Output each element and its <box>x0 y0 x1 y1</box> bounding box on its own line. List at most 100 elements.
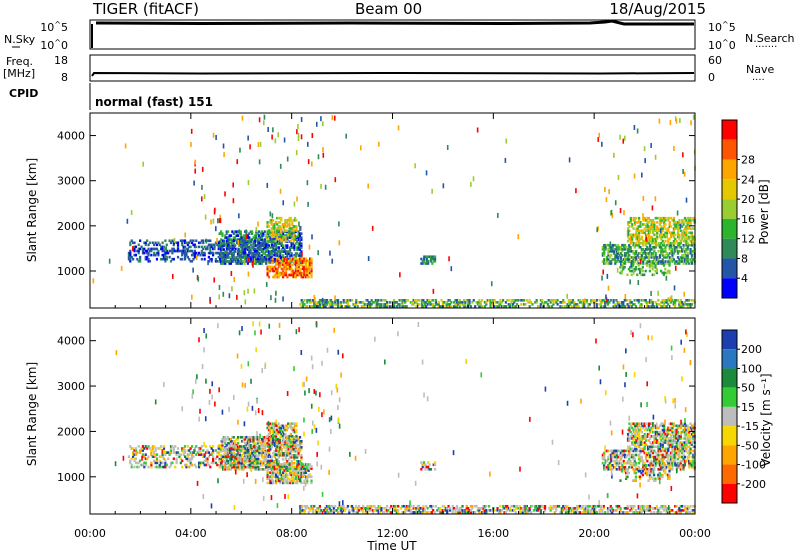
echo-cell <box>618 459 621 463</box>
echo-cell <box>289 469 292 472</box>
echo-cell <box>646 428 649 432</box>
echo-cell <box>223 259 226 263</box>
echo-cell <box>689 216 692 220</box>
echo-cell <box>690 227 694 230</box>
echo-cell <box>682 221 685 224</box>
echo-cell <box>322 121 324 127</box>
echo-cell <box>643 447 646 451</box>
echo-cell <box>293 424 297 428</box>
echo-cell <box>185 463 188 467</box>
echo-cell <box>260 236 264 239</box>
freq-right-tick-bottom: 0 <box>708 71 715 84</box>
echo-cell <box>297 234 300 237</box>
echo-cell <box>300 250 303 253</box>
echo-cell <box>258 159 261 165</box>
echo-cell <box>255 226 258 232</box>
echo-cell <box>633 443 637 446</box>
echo-cell <box>236 435 240 439</box>
echo-cell <box>296 273 299 277</box>
echo-cell <box>161 257 164 261</box>
echo-cell <box>266 265 269 269</box>
echo-cell <box>259 461 262 465</box>
echo-cell <box>657 241 660 245</box>
echo-cell <box>644 463 648 467</box>
echo-cell <box>664 447 667 451</box>
echo-cell <box>321 305 324 308</box>
echo-cell <box>647 247 650 251</box>
echo-cell <box>254 253 257 257</box>
echo-cell <box>262 247 265 251</box>
echo-cell <box>672 229 675 233</box>
echo-cell <box>225 250 228 253</box>
echo-cell <box>298 445 302 449</box>
echo-cell <box>241 251 244 255</box>
echo-cell <box>238 229 241 235</box>
echo-cell <box>638 445 641 449</box>
echo-cell <box>689 449 692 453</box>
echo-cell <box>489 299 492 302</box>
echo-cell <box>625 258 628 261</box>
echo-cell <box>631 239 634 243</box>
echo-cell <box>681 235 684 239</box>
echo-cell <box>376 303 379 306</box>
echo-cell <box>570 301 573 304</box>
echo-cell <box>488 299 491 302</box>
echo-cell <box>434 303 438 306</box>
echo-cell <box>157 249 160 253</box>
echo-cell <box>272 275 275 279</box>
echo-cell <box>343 305 347 308</box>
echo-cell <box>278 430 282 434</box>
echo-cell <box>569 299 572 302</box>
echo-cell <box>489 303 492 306</box>
echo-cell <box>252 459 255 463</box>
echo-cell <box>331 258 334 264</box>
echo-cell <box>649 463 652 467</box>
echo-cell <box>636 221 639 224</box>
echo-cell <box>316 303 319 306</box>
echo-cell <box>248 459 251 463</box>
echo-cell <box>642 262 645 265</box>
echo-cell <box>224 441 227 445</box>
echo-cell <box>632 449 635 453</box>
echo-cell <box>648 264 651 267</box>
echo-cell <box>234 250 237 253</box>
echo-cell <box>671 299 674 302</box>
echo-cell <box>219 262 223 265</box>
echo-cell <box>308 467 312 470</box>
echo-cell <box>661 432 664 436</box>
echo-cell <box>679 455 682 459</box>
echo-cell <box>308 257 312 261</box>
echo-cell <box>665 449 668 453</box>
echo-cell <box>307 465 310 468</box>
echo-cell <box>425 255 428 259</box>
echo-cell <box>476 127 479 133</box>
echo-cell <box>266 242 269 245</box>
echo-cell <box>689 223 692 226</box>
echo-cell <box>219 256 223 259</box>
echo-cell <box>290 273 293 277</box>
echo-cell <box>228 259 232 263</box>
echo-cell <box>277 459 280 463</box>
echo-cell <box>664 227 667 230</box>
echo-cell <box>259 451 262 455</box>
echo-cell <box>402 299 405 302</box>
echo-cell <box>298 447 302 451</box>
echo-cell <box>650 247 653 251</box>
echo-cell <box>259 236 262 239</box>
echo-cell <box>644 218 648 222</box>
echo-cell <box>241 457 244 461</box>
echo-cell <box>270 229 273 232</box>
echo-cell <box>595 305 598 308</box>
freq-left-label-2: [MHz] <box>3 67 35 80</box>
echo-cell <box>310 265 313 269</box>
echo-cell <box>234 447 237 450</box>
echo-cell <box>639 449 642 453</box>
echo-cell <box>155 459 159 463</box>
echo-cell <box>272 259 275 263</box>
echo-cell <box>654 239 657 243</box>
echo-cell <box>282 267 285 271</box>
echo-cell <box>366 299 369 302</box>
echo-cell <box>197 465 201 469</box>
echo-cell <box>632 227 635 230</box>
echo-cell <box>172 249 175 253</box>
